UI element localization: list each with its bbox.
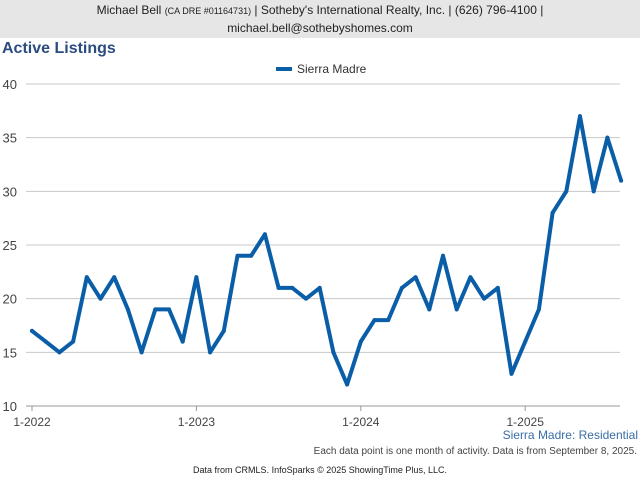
data-point [550, 210, 555, 215]
y-tick-label: 15 [3, 345, 17, 360]
data-point [208, 350, 213, 355]
agent-line-1: Michael Bell (CA DRE #01164731) | Sotheb… [0, 2, 640, 20]
data-point [139, 350, 144, 355]
data-point [235, 253, 240, 258]
data-point [290, 285, 295, 290]
data-point [482, 296, 487, 301]
agent-header: Michael Bell (CA DRE #01164731) | Sotheb… [0, 0, 640, 38]
data-point [619, 178, 624, 183]
data-point [427, 307, 432, 312]
data-point [331, 350, 336, 355]
data-point [276, 285, 281, 290]
data-point [454, 307, 459, 312]
series-line [30, 114, 624, 387]
data-point [509, 371, 514, 376]
data-note: Each data point is one month of activity… [313, 446, 637, 457]
data-point [43, 339, 48, 344]
data-point [358, 339, 363, 344]
agent-email[interactable]: michael.bell@sothebyshomes.com [227, 21, 413, 35]
y-tick-label: 35 [3, 131, 17, 146]
data-point [536, 307, 541, 312]
data-point [71, 339, 76, 344]
data-point [167, 307, 171, 312]
data-point [345, 382, 350, 387]
data-point [399, 285, 404, 290]
legend-label: Sierra Madre [297, 62, 367, 76]
x-tick-label: 1-2025 [507, 415, 545, 429]
legend-swatch [276, 67, 292, 71]
data-point [153, 307, 158, 312]
data-point [57, 350, 62, 355]
y-tick-label: 10 [3, 399, 17, 414]
data-point [221, 328, 226, 333]
x-tick-label: 1-2024 [342, 415, 380, 429]
x-tick-label: 1-2022 [13, 415, 51, 429]
data-point [304, 296, 308, 301]
x-tick-label: 1-2023 [178, 415, 216, 429]
data-point [84, 275, 89, 280]
data-point [30, 328, 34, 333]
data-point [495, 285, 500, 290]
agent-name: Michael Bell [96, 3, 162, 17]
chart-legend[interactable]: Sierra Madre [276, 62, 366, 76]
data-point [125, 307, 130, 312]
y-tick-label: 30 [3, 184, 17, 199]
data-point [605, 135, 610, 140]
data-point [112, 275, 117, 280]
data-point [591, 189, 596, 194]
data-point [413, 275, 418, 280]
data-point [262, 232, 267, 237]
data-point [194, 275, 199, 280]
agent-dre: (CA DRE #01164731) [164, 6, 252, 16]
data-point [578, 114, 582, 119]
data-point [523, 339, 528, 344]
y-tick-label: 25 [3, 238, 17, 253]
data-point [180, 339, 185, 344]
data-point [98, 296, 103, 301]
data-point [468, 275, 473, 280]
agent-company: | Sotheby's International Realty, Inc. |… [254, 3, 544, 17]
footer-credit: Data from CRMLS. InfoSparks © 2025 Showi… [193, 465, 447, 475]
data-point [564, 189, 569, 194]
data-point [441, 253, 445, 258]
data-point [249, 253, 254, 258]
data-point [372, 318, 377, 323]
chart-title: Active Listings [2, 40, 116, 57]
series-label: Sierra Madre: Residential [502, 428, 638, 442]
y-tick-label: 40 [3, 77, 17, 92]
data-point [317, 285, 322, 290]
data-point [386, 318, 391, 323]
y-tick-label: 20 [3, 292, 17, 307]
